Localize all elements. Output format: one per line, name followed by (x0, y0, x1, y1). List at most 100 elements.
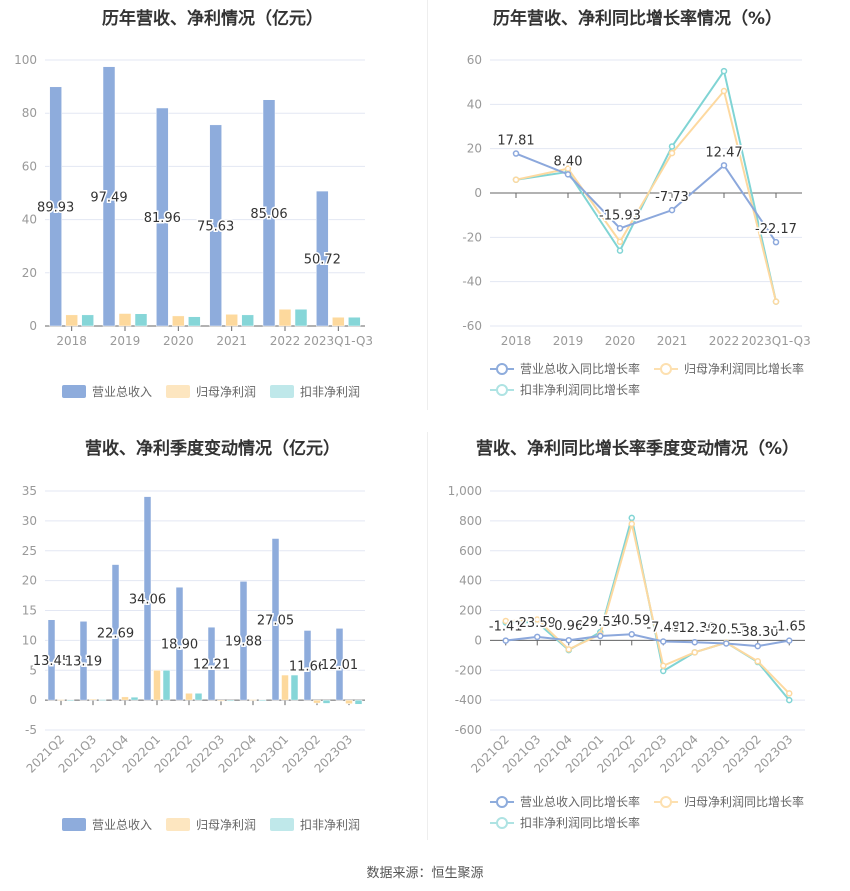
data-point (564, 171, 572, 178)
data-label: 85.06 (250, 207, 287, 222)
y-tick-label: 15 (22, 604, 37, 618)
data-point (786, 637, 793, 644)
data-label: 17.81 (497, 134, 534, 149)
data-point (512, 150, 520, 157)
bar-revenue (239, 581, 248, 701)
data-label: 97.49 (90, 190, 127, 205)
bar-net-profit (118, 313, 132, 327)
y-tick-label: -20 (462, 230, 482, 244)
y-tick-label: 800 (459, 514, 482, 528)
data-label: -1.65 (772, 620, 806, 635)
data-label: 8.40 (554, 154, 583, 169)
legend-item-deducted-profit[interactable]: 扣非净利润 (270, 816, 360, 833)
bar-deducted-profit (130, 696, 139, 701)
legend-label: 营业总收入 (92, 385, 153, 399)
y-tick-label: -60 (462, 319, 482, 333)
bar-net-profit (345, 699, 353, 704)
data-label: -1.41 (489, 620, 523, 635)
data-point (534, 616, 541, 623)
data-point (502, 637, 509, 644)
bar-revenue (303, 630, 312, 701)
legend-item-net-profit[interactable]: 归母净利润 (166, 816, 256, 833)
data-point (660, 662, 667, 670)
bar-deducted-profit (134, 313, 148, 327)
y-tick-label: -600 (455, 723, 482, 737)
bar-deducted-profit (322, 699, 331, 704)
data-label: 89.93 (37, 200, 74, 215)
data-label: -15.93 (599, 208, 641, 223)
bar-deducted-profit (194, 693, 203, 701)
legend-label: 归母净利润 (196, 818, 257, 832)
data-point (786, 690, 793, 697)
bar-revenue (79, 621, 88, 701)
legend-line-icon (490, 795, 514, 808)
data-point (502, 617, 509, 625)
legend-label: 营业总收入同比增长率 (520, 795, 641, 809)
data-label: 22.69 (97, 626, 134, 641)
legend-item-revenue-growth[interactable]: 营业总收入同比增长率 (490, 793, 640, 810)
legend-line-icon (490, 362, 514, 375)
data-point (691, 649, 698, 656)
legend-line-icon (654, 362, 679, 375)
data-label: 40.59 (613, 613, 650, 628)
x-tick-label: 2020 (163, 334, 194, 348)
legend-annual-growth: 营业总收入同比增长率 归母净利润同比增长率 扣非净利润同比增长率 (490, 360, 820, 398)
data-label: 27.05 (257, 613, 294, 628)
legend-item-net-profit-growth[interactable]: 归母净利润同比增长率 (654, 793, 804, 810)
divider (427, 0, 428, 410)
legend-item-revenue[interactable]: 营业总收入 (62, 383, 152, 400)
legend-item-deducted-growth[interactable]: 扣非净利润同比增长率 (490, 814, 640, 831)
divider (427, 432, 428, 840)
legend-swatch (166, 385, 191, 398)
legend-swatch (62, 385, 86, 398)
x-tick-label: 2018 (56, 334, 87, 348)
data-point (720, 67, 728, 75)
data-point (512, 176, 520, 183)
data-point (772, 298, 780, 305)
line-revenue-growth (515, 152, 777, 243)
bar-revenue (209, 124, 222, 327)
legend-swatch (270, 385, 295, 398)
x-tick-label: 2023Q1-Q3 (304, 334, 373, 348)
y-tick-label: 0 (474, 186, 482, 200)
data-label: 75.63 (197, 219, 234, 234)
bar-revenue (271, 538, 280, 701)
bar-revenue (262, 99, 276, 327)
bar-revenue (143, 496, 152, 701)
data-point (628, 631, 635, 638)
legend-quarterly-growth: 营业总收入同比增长率 归母净利润同比增长率 扣非净利润同比增长率 (490, 793, 820, 831)
y-tick-label: 1,000 (448, 484, 482, 498)
data-label: 23.59 (519, 616, 556, 631)
bar-deducted-profit (258, 699, 267, 702)
y-tick-label: 40 (467, 97, 482, 111)
legend-label: 营业总收入同比增长率 (520, 362, 641, 376)
legend-item-net-profit[interactable]: 归母净利润 (166, 383, 256, 400)
bar-net-profit (313, 699, 321, 704)
legend-item-revenue[interactable]: 营业总收入 (62, 816, 152, 833)
y-tick-label: 10 (22, 633, 37, 647)
y-tick-label: 80 (22, 106, 37, 120)
data-point (668, 206, 676, 214)
y-tick-label: 35 (22, 484, 37, 498)
chart-title-quarterly-growth: 营收、净利同比增长率季度变动情况（%） (475, 439, 800, 459)
data-point (660, 638, 667, 645)
data-label: 18.90 (161, 638, 198, 653)
y-tick-label: -5 (25, 723, 37, 737)
legend-item-revenue-growth[interactable]: 营业总收入同比增长率 (490, 360, 640, 377)
x-tick-label: 2022 (709, 334, 740, 348)
legend-item-net-profit-growth[interactable]: 归母净利润同比增长率 (654, 360, 804, 377)
bar-net-profit (172, 315, 185, 327)
x-tick-label: 2023Q1-Q3 (741, 334, 810, 348)
y-tick-label: 20 (22, 266, 37, 280)
y-tick-label: 0 (29, 319, 37, 333)
bar-net-profit (332, 316, 345, 327)
bar-deducted-profit (98, 699, 107, 701)
legend-item-deducted-growth[interactable]: 扣非净利润同比增长率 (490, 381, 640, 398)
data-label: -12.36 (674, 621, 716, 636)
legend-line-icon (490, 383, 514, 396)
y-tick-label: 60 (467, 53, 482, 67)
data-point (616, 247, 624, 254)
legend-item-deducted-profit[interactable]: 扣非净利润 (270, 383, 360, 400)
data-label: -38.30 (737, 625, 779, 640)
